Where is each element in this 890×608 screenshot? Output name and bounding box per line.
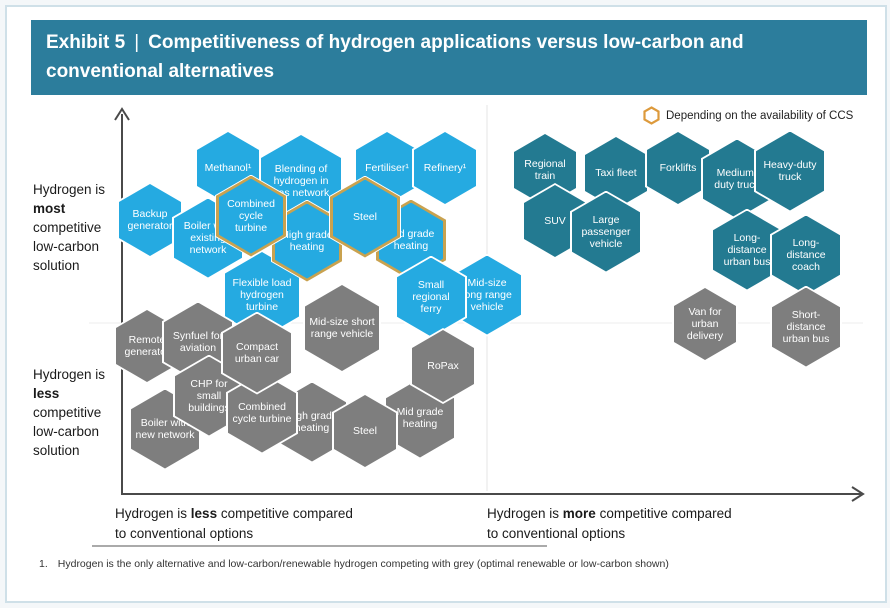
footnote-number: 1. <box>39 558 48 570</box>
hex-boiler-with-new-network: Boiler with new network <box>129 387 201 471</box>
hex-label: Mid-size short range vehicle <box>309 315 375 340</box>
hex-label: Regional train <box>524 157 566 182</box>
hex-label: Long-distance coach <box>786 236 826 274</box>
hex-label: Heavy-duty truck <box>763 158 817 183</box>
hex-label: Compact urban car <box>234 340 280 365</box>
hex-label: Forklifts <box>659 161 697 174</box>
hex-label: Short-distance urban bus <box>782 308 830 346</box>
hex-small-regional-ferry: Small regional ferry <box>395 255 467 339</box>
hex-label: Small regional ferry <box>412 278 450 316</box>
hex-label: Long-distance urban bus <box>723 231 771 269</box>
exhibit-title-bar: Exhibit 5 | Competitiveness of hydrogen ap… <box>31 20 867 95</box>
hex-label: Large passenger vehicle <box>581 213 631 251</box>
hex-label: Steel <box>353 424 377 437</box>
hex-label: Steel <box>353 210 377 223</box>
hex-label: Van for urban delivery <box>686 305 724 343</box>
hex-label: Synfuel for aviation <box>172 329 224 354</box>
hex-compact-urban-car: Compact urban car <box>221 311 293 395</box>
hexagon-outline-icon <box>643 106 660 125</box>
hex-label: SUV <box>544 214 566 227</box>
hex-label: High grade heating <box>286 409 338 434</box>
hex-label: Fertiliser¹ <box>365 161 409 174</box>
hex-label: Flexible load hydrogen turbine <box>232 276 292 314</box>
footnote: 1. Hydrogen is the only alternative and … <box>39 558 669 570</box>
hex-label: Backup generator <box>127 207 173 232</box>
hex-label: Mid-size long range vehicle <box>462 276 512 314</box>
hex-label: Medium-duty truck <box>714 166 760 191</box>
hex-label: Remote generator <box>124 333 170 358</box>
hex-label: Mid grade heating <box>396 405 444 430</box>
exhibit-number: Exhibit 5 <box>46 32 126 53</box>
hex-label: Combined cycle turbine <box>232 400 292 425</box>
y-axis-label-top: Hydrogen is most competitive low-carbon … <box>33 182 106 273</box>
x-axis-label-left: Hydrogen is less competitive compared to… <box>115 506 353 542</box>
hex-mid-size-short-range-vehicle: Mid-size short range vehicle <box>303 283 381 373</box>
hex-label: RoPax <box>427 359 459 372</box>
hex-label: Taxi fleet <box>595 166 637 179</box>
x-axis-label-right: Hydrogen is more competitive compared to… <box>487 506 732 542</box>
hex-combined-cycle-turbine: Combined cycle turbine <box>215 174 287 258</box>
hex-refinery: Refinery¹ <box>412 130 478 206</box>
hex-forklifts: Forklifts <box>645 130 711 206</box>
hex-label: Combined cycle turbine <box>227 197 275 235</box>
hex-label: CHP for small buildings <box>188 377 230 415</box>
hex-label: Refinery¹ <box>423 161 467 174</box>
exhibit-page: Exhibit 5 | Competitiveness of hydrogen ap… <box>5 5 887 603</box>
hex-label: High grade heating <box>281 228 333 253</box>
page-title: Competitiveness of hydrogen applications… <box>46 32 744 82</box>
ccs-legend: Depending on the availability of CCS <box>643 106 853 125</box>
hex-van-for-urban-delivery: Van for urban delivery <box>672 286 738 362</box>
title-separator: | <box>134 32 140 53</box>
legend-label: Depending on the availability of CCS <box>666 109 854 122</box>
hexagon-layer: Backup generator Methanol¹ Blending of hyd… <box>7 7 885 601</box>
hex-long-distance-coach: Long-distance coach <box>770 213 842 297</box>
footnote-text: Hydrogen is the only alternative and low… <box>57 558 669 570</box>
hex-label: Methanol¹ <box>204 161 252 174</box>
hex-label: Blending of hydrogen in gas network <box>272 162 330 200</box>
hex-short-distance-urban-bus: Short-distance urban bus <box>770 285 842 369</box>
hex-label: Boiler with new network <box>135 416 195 441</box>
y-axis-label-bottom: Hydrogen is less competitive low-carbon … <box>33 367 106 458</box>
